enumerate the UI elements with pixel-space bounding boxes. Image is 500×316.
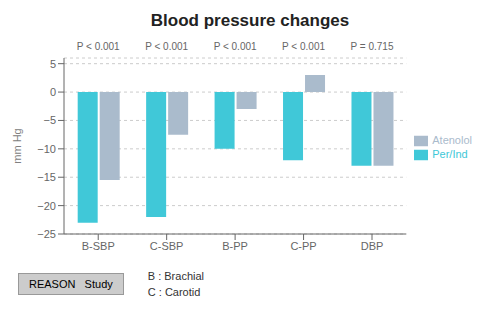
svg-text:B-SBP: B-SBP <box>82 240 115 252</box>
html-text:Atenolol: Atenolol <box>432 133 472 146</box>
html-text:Per/Ind: Per/Ind <box>432 148 468 160</box>
svg-text:−15: −15 <box>37 171 56 183</box>
svg-text:P = 0.715: P = 0.715 <box>351 41 394 52</box>
html-text:REASON Study: REASON Study <box>29 278 113 290</box>
html-text:C : Carotid: C : Carotid <box>147 286 201 298</box>
svg-text:C-PP: C-PP <box>290 240 316 252</box>
svg-text:P < 0.001: P < 0.001 <box>145 41 188 52</box>
svg-text:P < 0.001: P < 0.001 <box>282 41 325 52</box>
svg-text:−10: −10 <box>37 143 56 155</box>
svg-text:B-PP: B-PP <box>222 240 248 252</box>
svg-text:DBP: DBP <box>361 240 384 252</box>
svg-text:−25: −25 <box>37 228 56 240</box>
svg-text:mm Hg: mm Hg <box>11 128 23 163</box>
svg-text:P < 0.001: P < 0.001 <box>214 41 257 52</box>
svg-text:−20: −20 <box>37 200 56 212</box>
html-text:Blood pressure changes: Blood pressure changes <box>150 11 350 30</box>
svg-text:C-SBP: C-SBP <box>150 240 184 252</box>
svg-text:−5: −5 <box>43 114 56 126</box>
svg-text:5: 5 <box>50 58 56 70</box>
html-text:B : Brachial: B : Brachial <box>147 270 204 282</box>
svg-text:P < 0.001: P < 0.001 <box>77 41 120 52</box>
svg-text:0: 0 <box>50 86 56 98</box>
